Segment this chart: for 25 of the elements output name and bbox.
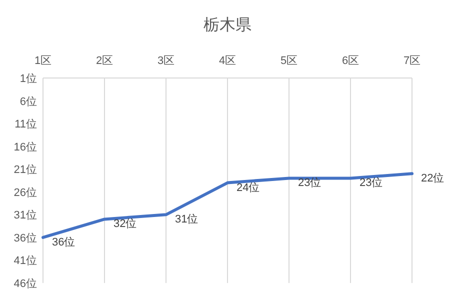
xtick: 1区 [34,55,52,67]
ytick: 31位 [14,210,37,222]
xtick: 5区 [280,55,298,67]
ytick: 36位 [14,232,37,244]
label: 23位 [298,177,322,190]
label: 23位 [360,177,383,190]
ytick: 11位 [14,118,37,131]
xtick: 2区 [96,55,114,67]
xtick: 4区 [218,55,236,67]
label: 24位 [236,182,260,194]
xtick: 6区 [342,55,360,67]
label: 22位 [421,172,444,185]
ytick: 21位 [14,164,37,176]
title: 栃木県 [204,17,252,34]
ytick: 1位 [20,73,37,85]
ytick: 46位 [14,278,37,290]
ytick: 26位 [14,186,37,199]
ytick: 16位 [14,141,37,154]
label: 32位 [114,218,137,230]
xtick: 7区 [403,55,421,67]
ytick: 6位 [20,96,37,108]
label: 31位 [175,214,198,226]
label: 36位 [52,236,76,248]
xtick: 3区 [157,55,175,67]
ytick: 41位 [14,255,37,268]
